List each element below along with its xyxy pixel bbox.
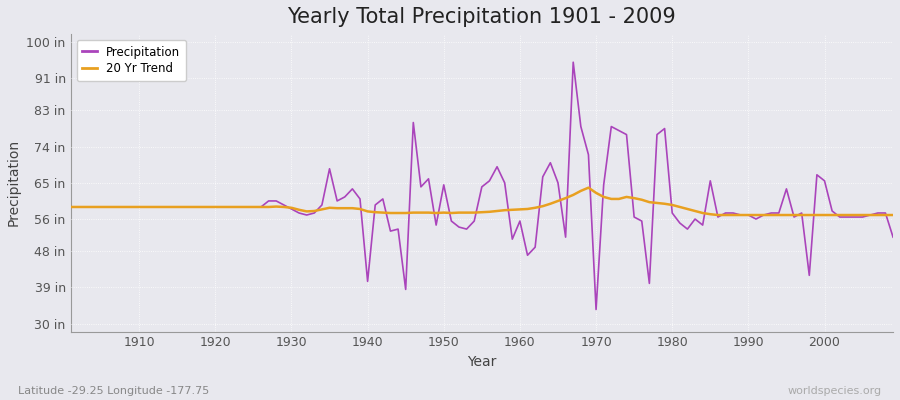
Title: Yearly Total Precipitation 1901 - 2009: Yearly Total Precipitation 1901 - 2009 [287, 7, 676, 27]
Text: worldspecies.org: worldspecies.org [788, 386, 882, 396]
X-axis label: Year: Year [467, 355, 497, 369]
Text: Latitude -29.25 Longitude -177.75: Latitude -29.25 Longitude -177.75 [18, 386, 209, 396]
Legend: Precipitation, 20 Yr Trend: Precipitation, 20 Yr Trend [76, 40, 186, 81]
Y-axis label: Precipitation: Precipitation [7, 139, 21, 226]
